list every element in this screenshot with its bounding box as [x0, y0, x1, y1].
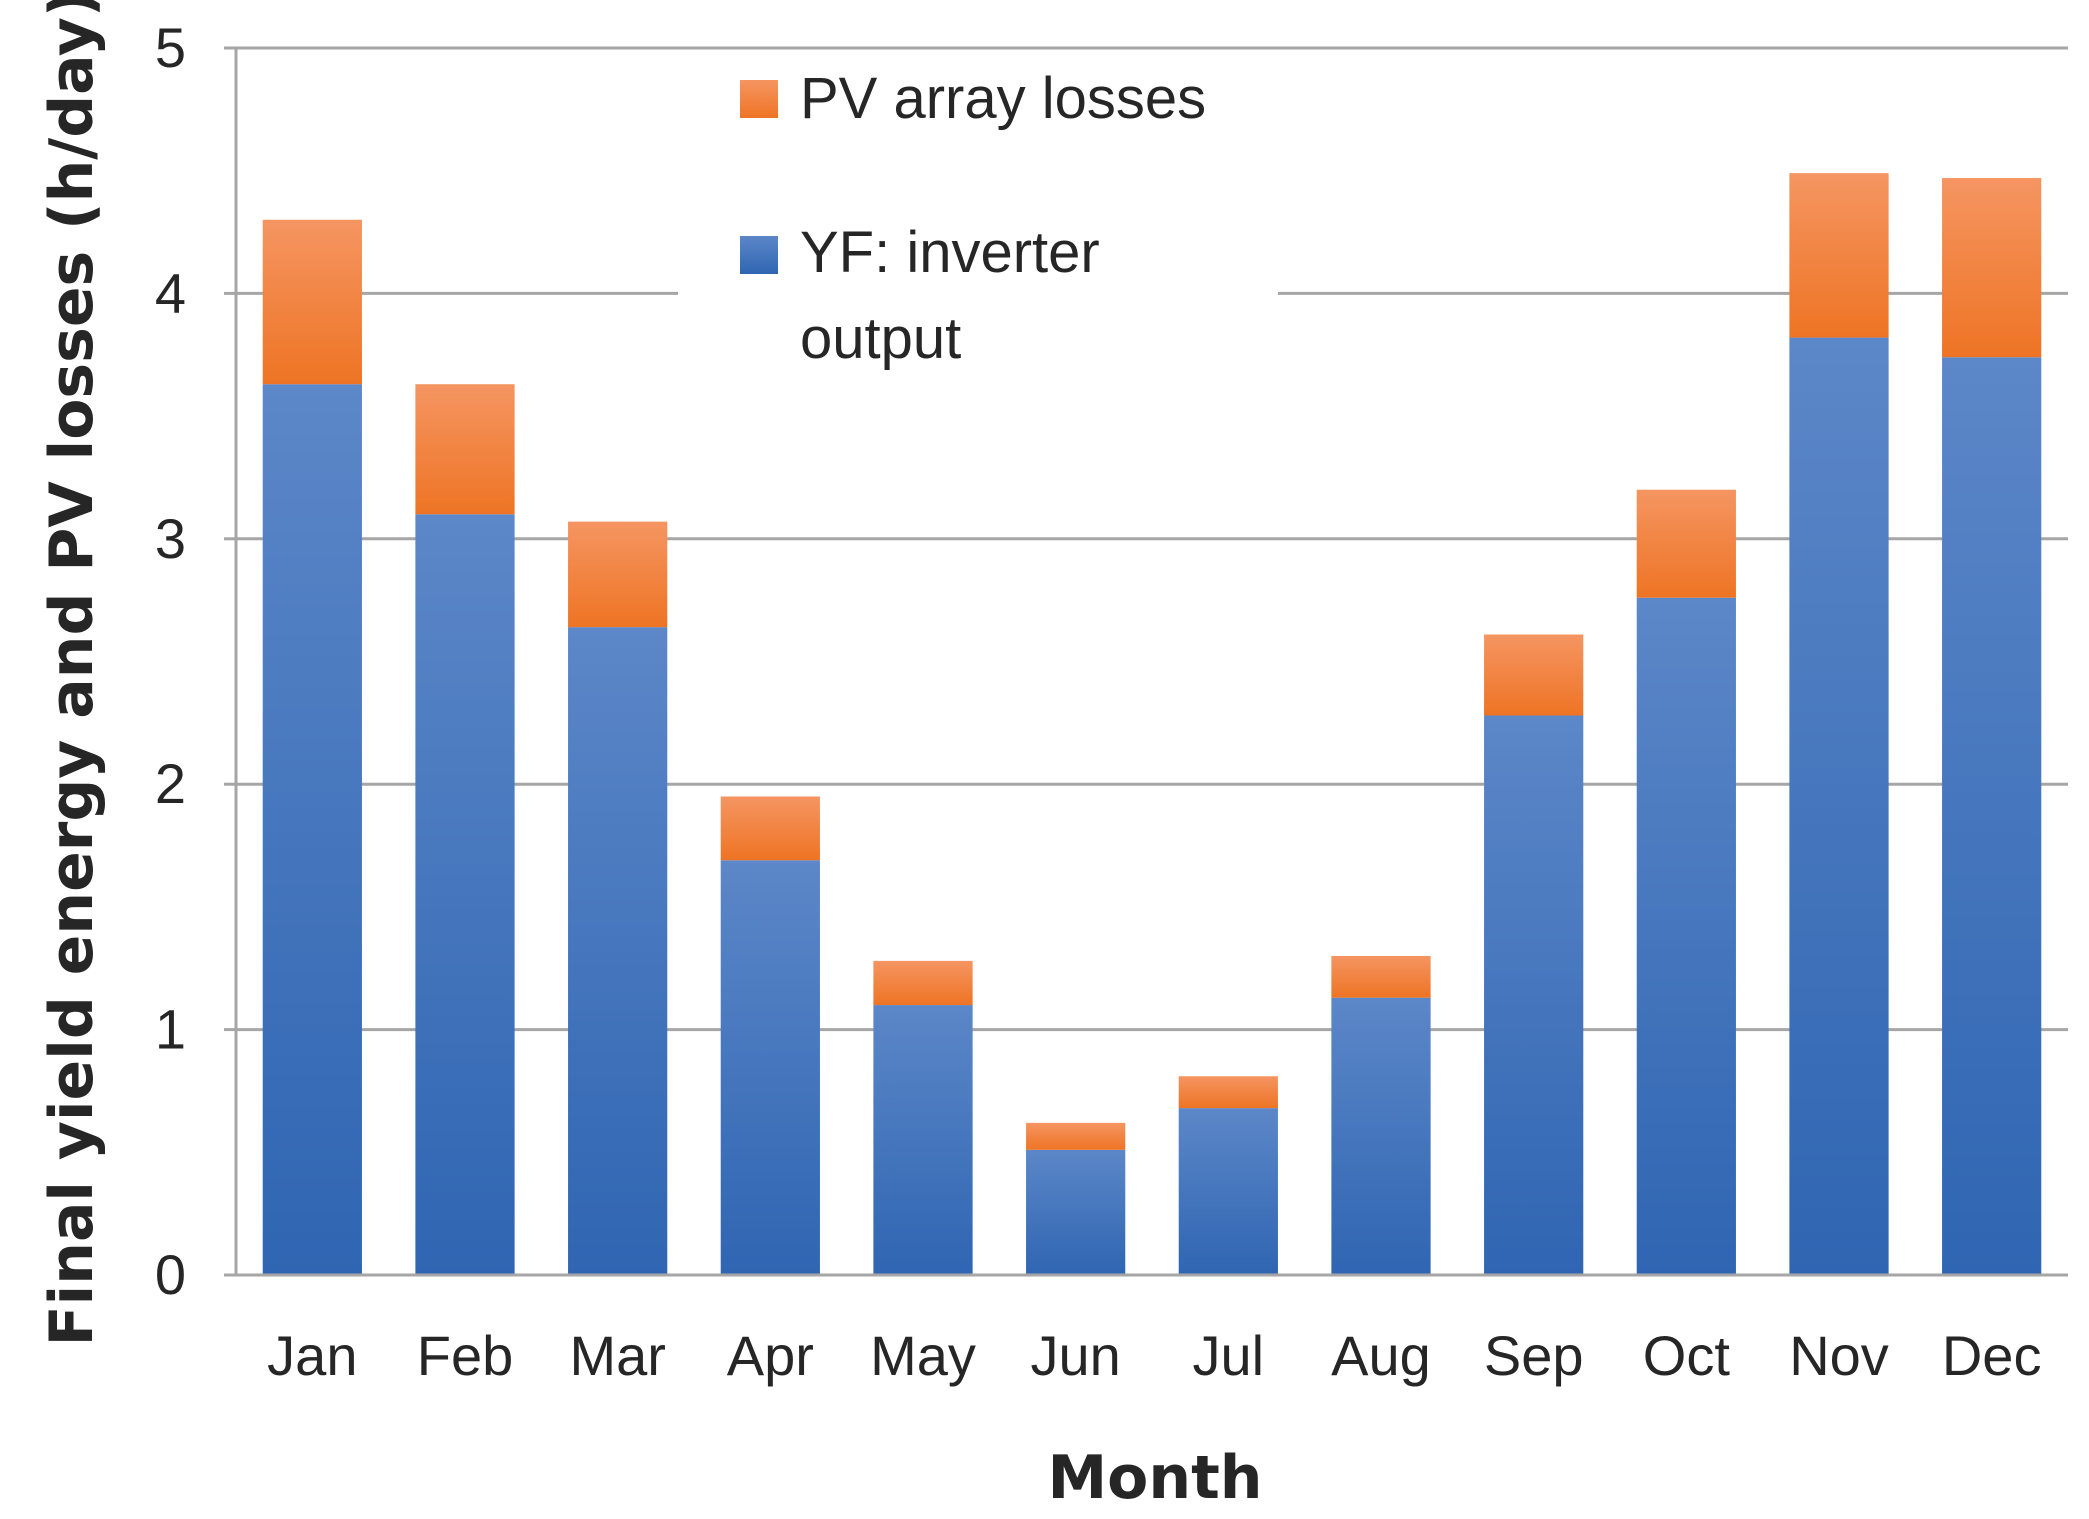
bar-inverter-output-mar	[568, 627, 668, 1275]
bar-pv-array-losses-dec	[1942, 178, 2042, 358]
legend-swatch-inverter-output	[740, 236, 778, 274]
y-tick-label: 1	[155, 998, 186, 1061]
bar-pv-array-losses-jan	[262, 219, 362, 385]
legend-label: PV array losses	[800, 66, 1206, 131]
x-tick-label: Jul	[1193, 1324, 1265, 1387]
bar-inverter-output-jun	[1026, 1149, 1126, 1275]
x-tick-label: Mar	[569, 1324, 665, 1387]
legend-label: YF: inverter	[800, 220, 1100, 285]
x-tick-label: May	[870, 1324, 976, 1387]
bar-inverter-output-jul	[1178, 1108, 1278, 1275]
bar-pv-array-losses-apr	[720, 796, 820, 861]
x-tick-label: Oct	[1643, 1324, 1731, 1387]
y-tick-label: 5	[155, 16, 186, 79]
x-axis-title: Month	[1047, 1443, 1262, 1513]
gridlines	[236, 46, 2068, 1032]
bar-inverter-output-feb	[415, 514, 515, 1275]
bar-inverter-output-oct	[1636, 597, 1736, 1275]
legend-swatch-pv-array-losses	[740, 80, 778, 118]
x-tick-label: Dec	[1942, 1324, 2042, 1387]
axes	[224, 46, 2068, 1277]
bar-inverter-output-nov	[1789, 337, 1889, 1275]
y-tick-label: 2	[155, 752, 186, 815]
bar-inverter-output-jan	[262, 384, 362, 1275]
x-tick-label: Jan	[267, 1324, 357, 1387]
bar-pv-array-losses-jul	[1178, 1076, 1278, 1109]
x-tick-label: Sep	[1484, 1324, 1584, 1387]
y-tick-label: 3	[155, 507, 186, 570]
bar-pv-array-losses-aug	[1331, 955, 1431, 998]
bar-inverter-output-apr	[720, 860, 820, 1275]
bar-inverter-output-may	[873, 1005, 973, 1275]
bar-inverter-output-aug	[1331, 997, 1431, 1275]
y-tick-labels: 0 1 2 3 4 5	[155, 16, 186, 1306]
bars	[262, 173, 2042, 1276]
bar-pv-array-losses-sep	[1484, 634, 1584, 716]
legend: PV array losses YF: inverter output	[678, 62, 1278, 382]
x-tick-label: Aug	[1331, 1324, 1431, 1387]
bar-pv-array-losses-oct	[1636, 489, 1736, 598]
bar-inverter-output-dec	[1942, 357, 2042, 1276]
y-tick-label: 4	[155, 261, 186, 324]
y-axis-title: Final yield energy and PV losses (h/day)	[37, 0, 107, 1346]
x-tick-label: Nov	[1789, 1324, 1889, 1387]
legend-label: output	[800, 306, 961, 371]
y-tick-label: 0	[155, 1243, 186, 1306]
x-tick-label: Jun	[1031, 1324, 1121, 1387]
bar-pv-array-losses-mar	[568, 521, 668, 628]
bar-pv-array-losses-may	[873, 960, 973, 1006]
bar-pv-array-losses-jun	[1026, 1122, 1126, 1150]
x-tick-label: Feb	[417, 1324, 514, 1387]
bar-pv-array-losses-nov	[1789, 173, 1889, 338]
bar-pv-array-losses-feb	[415, 384, 515, 515]
x-tick-label: Apr	[727, 1324, 814, 1387]
x-tick-labels: Jan Feb Mar Apr May Jun Jul Aug Sep Oct Nov Dec	[267, 1324, 2041, 1387]
bar-inverter-output-sep	[1484, 715, 1584, 1275]
